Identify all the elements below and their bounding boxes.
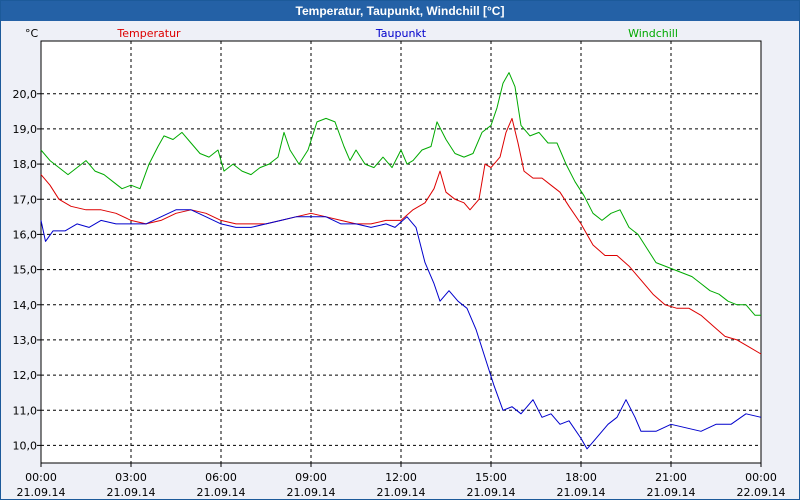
- x-tick-time: 21:00: [655, 471, 687, 484]
- y-tick-label: 20,0: [13, 88, 38, 101]
- series-line-taupunkt: [40, 209, 762, 450]
- x-tick-date: 21.09.14: [647, 486, 696, 499]
- series-line-windchill: [40, 72, 761, 316]
- x-tick-time: 15:00: [475, 471, 507, 484]
- y-tick-label: 10,0: [13, 439, 38, 452]
- series-line-temperatur: [40, 117, 762, 355]
- y-tick-label: 15,0: [13, 264, 38, 277]
- x-tick-date: 21.09.14: [197, 486, 246, 499]
- series-lines: [40, 72, 762, 450]
- gridlines: [41, 41, 761, 463]
- x-tick-time: 12:00: [385, 471, 417, 484]
- x-tick-date: 21.09.14: [467, 486, 516, 499]
- y-tick-label: 16,0: [13, 228, 38, 241]
- x-tick-date: 21.09.14: [287, 486, 336, 499]
- y-tick-label: 12,0: [13, 369, 38, 382]
- y-tick-label: 14,0: [13, 299, 38, 312]
- x-tick-time: 00:00: [745, 471, 777, 484]
- x-axis: 00:00 21.09.14 03:00 21.09.14 06:00 21.09.14 0…: [17, 463, 786, 499]
- legend-item-windchill: Windchill: [628, 27, 678, 40]
- y-tick-label: 18,0: [13, 158, 38, 171]
- x-tick-date: 21.09.14: [377, 486, 426, 499]
- y-tick-label: 11,0: [13, 404, 38, 417]
- y-axis-unit: °C: [25, 27, 39, 40]
- y-tick-label: 13,0: [13, 334, 38, 347]
- x-tick-time: 18:00: [565, 471, 597, 484]
- x-tick-date: 22.09.14: [737, 486, 786, 499]
- legend-item-temperatur: Temperatur: [116, 27, 181, 40]
- x-tick-date: 21.09.14: [557, 486, 606, 499]
- legend-item-taupunkt: Taupunkt: [375, 27, 427, 40]
- legend: Temperatur Taupunkt Windchill: [116, 27, 678, 40]
- chart-title: Temperatur, Taupunkt, Windchill [°C]: [1, 1, 799, 21]
- x-tick-time: 09:00: [295, 471, 327, 484]
- x-tick-date: 21.09.14: [17, 486, 66, 499]
- line-chart: 10,0 11,0 12,0 13,0 14,0 15,0 16,0 17,0 18,0 19,0…: [13, 27, 786, 499]
- x-tick-time: 00:00: [25, 471, 57, 484]
- y-tick-label: 17,0: [13, 193, 38, 206]
- y-axis: 10,0 11,0 12,0 13,0 14,0 15,0 16,0 17,0 18,0 19,0…: [13, 88, 41, 452]
- y-tick-label: 19,0: [13, 123, 38, 136]
- x-tick-date: 21.09.14: [107, 486, 156, 499]
- x-tick-time: 06:00: [205, 471, 237, 484]
- x-tick-time: 03:00: [115, 471, 147, 484]
